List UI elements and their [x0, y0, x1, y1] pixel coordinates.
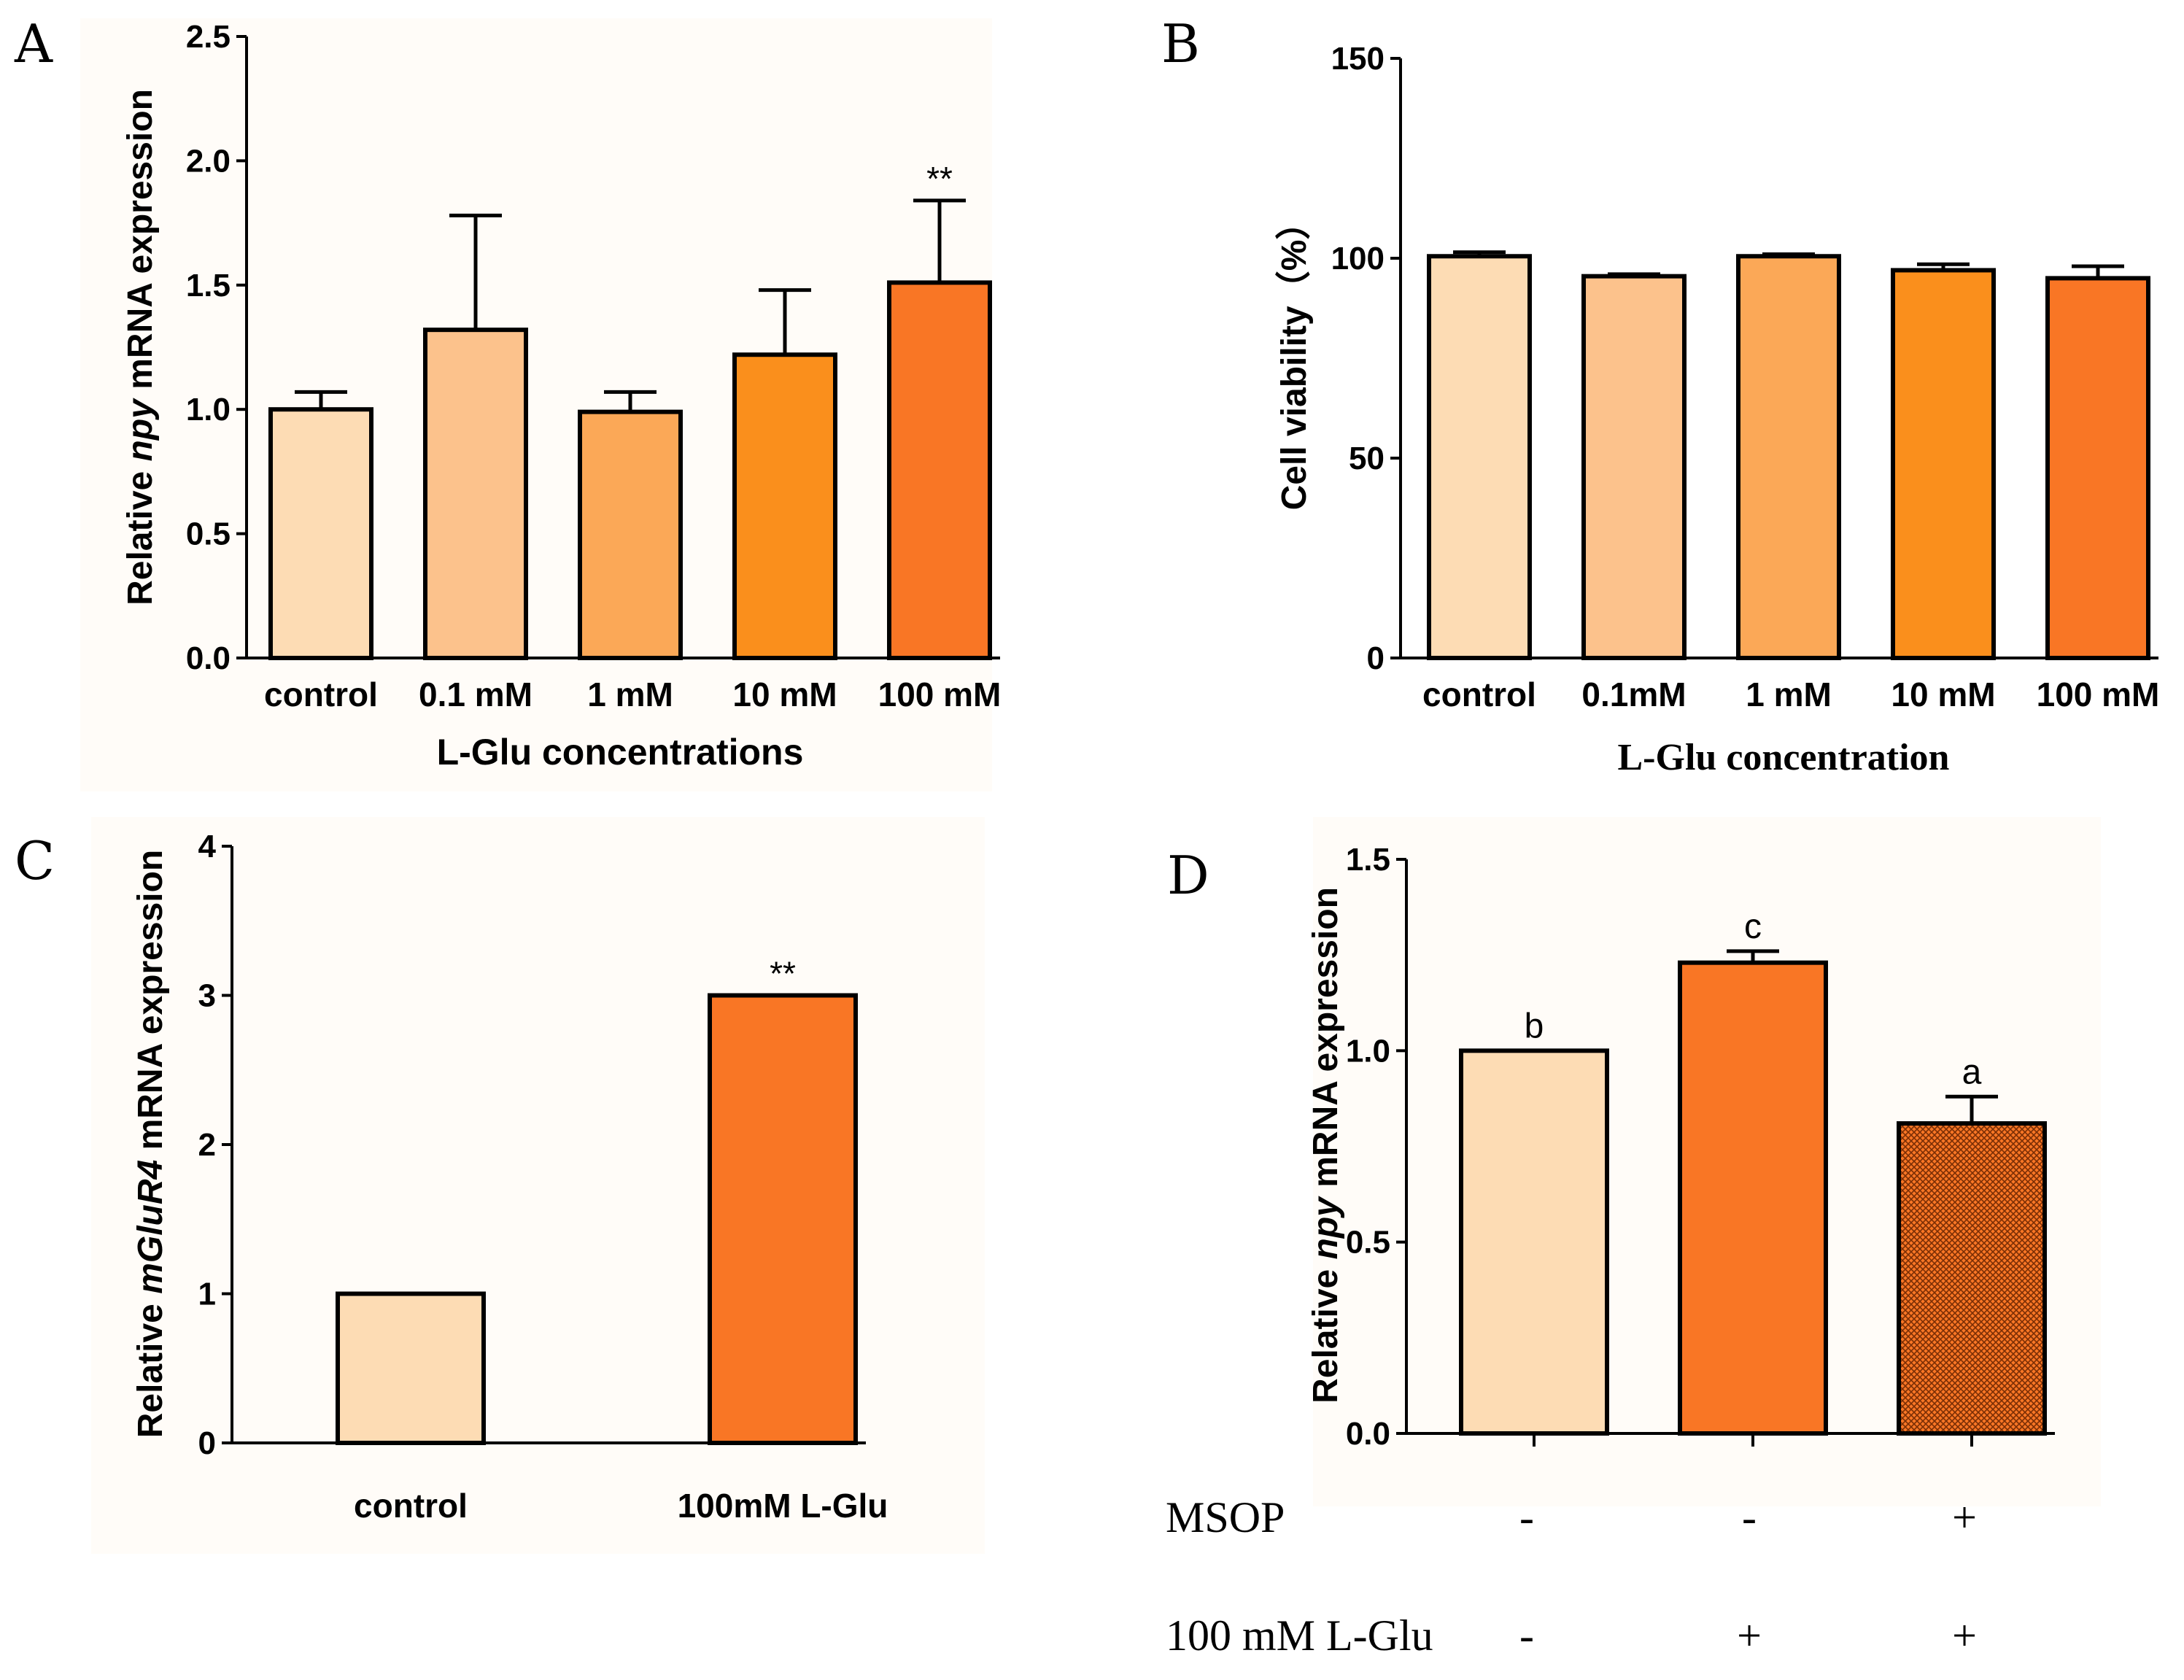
x-category-label: 0.1mM: [1581, 676, 1686, 713]
y-axis-title-part: Relative: [121, 461, 160, 605]
x-category-label: 100 mM: [878, 676, 1002, 713]
bar: [336, 1291, 486, 1445]
y-tick-label: 0.0: [1346, 1416, 1390, 1452]
significance-label: **: [926, 160, 953, 198]
bar: [732, 352, 837, 660]
chart-panel-a: 0.0 0.5 1.0 1.5 2.0 2.5 Relative npy mRNA expr…: [80, 18, 1001, 791]
y-tick-label: 1.5: [186, 268, 231, 303]
y-axis-title-part: Relative: [131, 1294, 170, 1438]
group-letter-label: b: [1525, 1007, 1544, 1045]
bar: [1897, 1121, 2047, 1436]
y-tick-label: 1.0: [1346, 1033, 1390, 1069]
bar: [708, 993, 858, 1445]
y-axis-title-part: mRNA expression: [131, 850, 170, 1160]
x-category-label: 0.1 mM: [419, 676, 533, 713]
bar: [1736, 254, 1841, 660]
bar: [2045, 276, 2150, 660]
bar: [1891, 268, 1996, 660]
y-tick-label: 0.0: [186, 640, 231, 676]
y-tick-label: 1.0: [186, 392, 231, 427]
y-tick-label: 50: [1349, 441, 1385, 476]
panel-label-a: A: [14, 13, 53, 74]
y-tick-label: 2.5: [186, 19, 231, 55]
x-category-label: 10 mM: [732, 676, 837, 713]
bar: [423, 328, 528, 660]
y-axis-title-part: Relative: [1306, 1259, 1345, 1403]
panel-label-d: D: [1167, 845, 1209, 906]
treatment-row-label: MSOP: [1166, 1493, 1285, 1541]
bar: [887, 280, 992, 660]
y-tick-label: 150: [1331, 41, 1385, 77]
x-category-label: control: [354, 1487, 468, 1525]
y-axis-title: Cell viability（%）: [1275, 205, 1314, 511]
treatment-sign: +: [1737, 1611, 1762, 1660]
plot-background: [80, 18, 992, 791]
bar: [1678, 960, 1828, 1436]
x-category-label: control: [264, 676, 378, 713]
y-tick-label: 1.5: [1346, 842, 1390, 878]
bar: [1581, 274, 1687, 661]
x-axis-title: L-Glu concentration: [1618, 737, 1950, 778]
treatment-sign: -: [1742, 1493, 1757, 1541]
bar: [578, 409, 683, 660]
y-tick-label: 2.0: [186, 143, 231, 179]
significance-label: **: [770, 955, 796, 993]
y-axis-title-part: npy: [1306, 1196, 1345, 1260]
group-letter-label: a: [1962, 1053, 1982, 1091]
panel-label-b: B: [1161, 13, 1200, 74]
x-category-label: 100 mM: [2037, 676, 2160, 713]
y-axis-title-part: mRNA expression: [121, 89, 160, 399]
y-tick-label: 1: [198, 1277, 216, 1312]
treatment-sign: +: [1952, 1611, 1977, 1660]
y-tick-label: 2: [198, 1127, 216, 1163]
chart-panel-b: 0 50 100 150 Cell viability（%） control 0.1mM 1 …: [1275, 41, 2159, 778]
y-axis-title-part: npy: [121, 398, 160, 462]
bar: [1459, 1048, 1609, 1436]
y-tick-label: 4: [198, 829, 217, 864]
y-axis-title: Relative npy mRNA expression: [121, 89, 160, 605]
treatment-sign: -: [1519, 1493, 1534, 1541]
y-axis-title-part: mGluR4: [131, 1160, 170, 1294]
x-category-label: 1 mM: [587, 676, 673, 713]
y-axis-title-part: mRNA expression: [1306, 887, 1345, 1197]
treatment-sign: -: [1519, 1611, 1534, 1660]
chart-panel-c: 0 1 2 3 4 Relative mGluR4 mRNA expression cont…: [91, 817, 985, 1554]
y-tick-label: 100: [1331, 241, 1385, 276]
treatment-row-label: 100 mM L-Glu: [1166, 1611, 1433, 1660]
x-category-label: control: [1422, 676, 1536, 713]
bar: [1427, 254, 1532, 660]
y-tick-label: 3: [198, 978, 216, 1014]
x-axis-title: L-Glu concentrations: [437, 732, 804, 773]
y-axis-title: Relative npy mRNA expression: [1306, 887, 1345, 1404]
x-category-label: 10 mM: [1891, 676, 1995, 713]
bar: [268, 407, 373, 660]
group-letter-label: c: [1744, 907, 1762, 946]
treatment-sign: +: [1952, 1493, 1977, 1541]
y-tick-label: 0.5: [1346, 1225, 1390, 1261]
y-axis-title: Relative mGluR4 mRNA expression: [131, 850, 170, 1438]
y-tick-label: 0: [1367, 640, 1385, 676]
x-category-label: 1 mM: [1746, 676, 1832, 713]
y-tick-label: 0: [198, 1425, 216, 1461]
y-tick-label: 0.5: [186, 516, 231, 552]
x-category-label: 100mM L-Glu: [678, 1487, 888, 1525]
panel-label-c: C: [15, 830, 55, 891]
